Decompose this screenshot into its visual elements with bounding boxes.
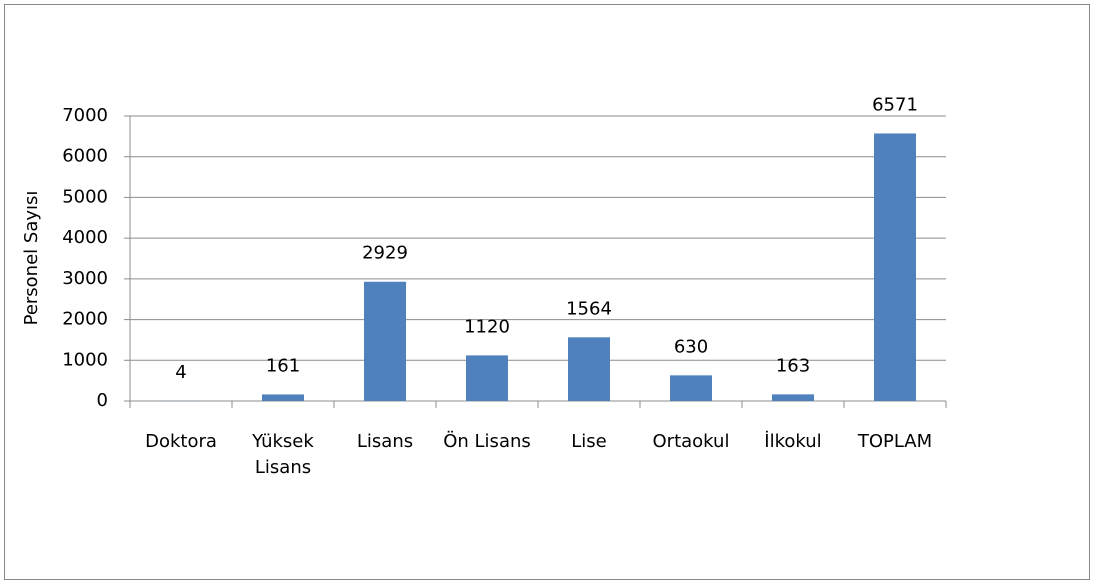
data-label: 1564 (566, 298, 612, 319)
data-label: 163 (776, 355, 810, 376)
x-tick-label: Yüksek Lisans (252, 431, 314, 478)
y-tick-label: 5000 (62, 186, 108, 207)
y-axis-title: Personel Sayısı (21, 191, 42, 326)
bar (466, 355, 508, 401)
data-label: 161 (266, 355, 300, 376)
y-tick-label: 6000 (62, 146, 108, 167)
bar (568, 337, 610, 401)
x-tick-label: Ortaokul (652, 431, 730, 452)
y-tick-label: 2000 (62, 309, 108, 330)
y-tick-label: 3000 (62, 268, 108, 289)
data-label: 4 (175, 362, 186, 383)
data-label: 630 (674, 336, 708, 357)
y-tick-label: 4000 (62, 227, 108, 248)
x-tick-label: TOPLAM (857, 431, 933, 452)
data-label: 2929 (362, 243, 408, 264)
y-tick-label: 1000 (62, 349, 108, 370)
bar (772, 394, 814, 401)
data-label: 1120 (464, 316, 510, 337)
x-tick-label: İlkokul (764, 431, 822, 452)
x-tick-label: Ön Lisans (443, 431, 531, 452)
bar (262, 394, 304, 401)
x-tick-label: Lisans (356, 431, 414, 452)
y-tick-label: 7000 (62, 105, 108, 126)
x-tick-label: Doktora (145, 431, 217, 452)
bar (364, 281, 406, 401)
bar (670, 375, 712, 401)
bar (874, 133, 916, 401)
x-tick-label: Lise (571, 431, 607, 452)
data-label: 6571 (872, 94, 918, 115)
chart-border (4, 4, 1090, 580)
y-tick-label: 0 (97, 390, 108, 411)
